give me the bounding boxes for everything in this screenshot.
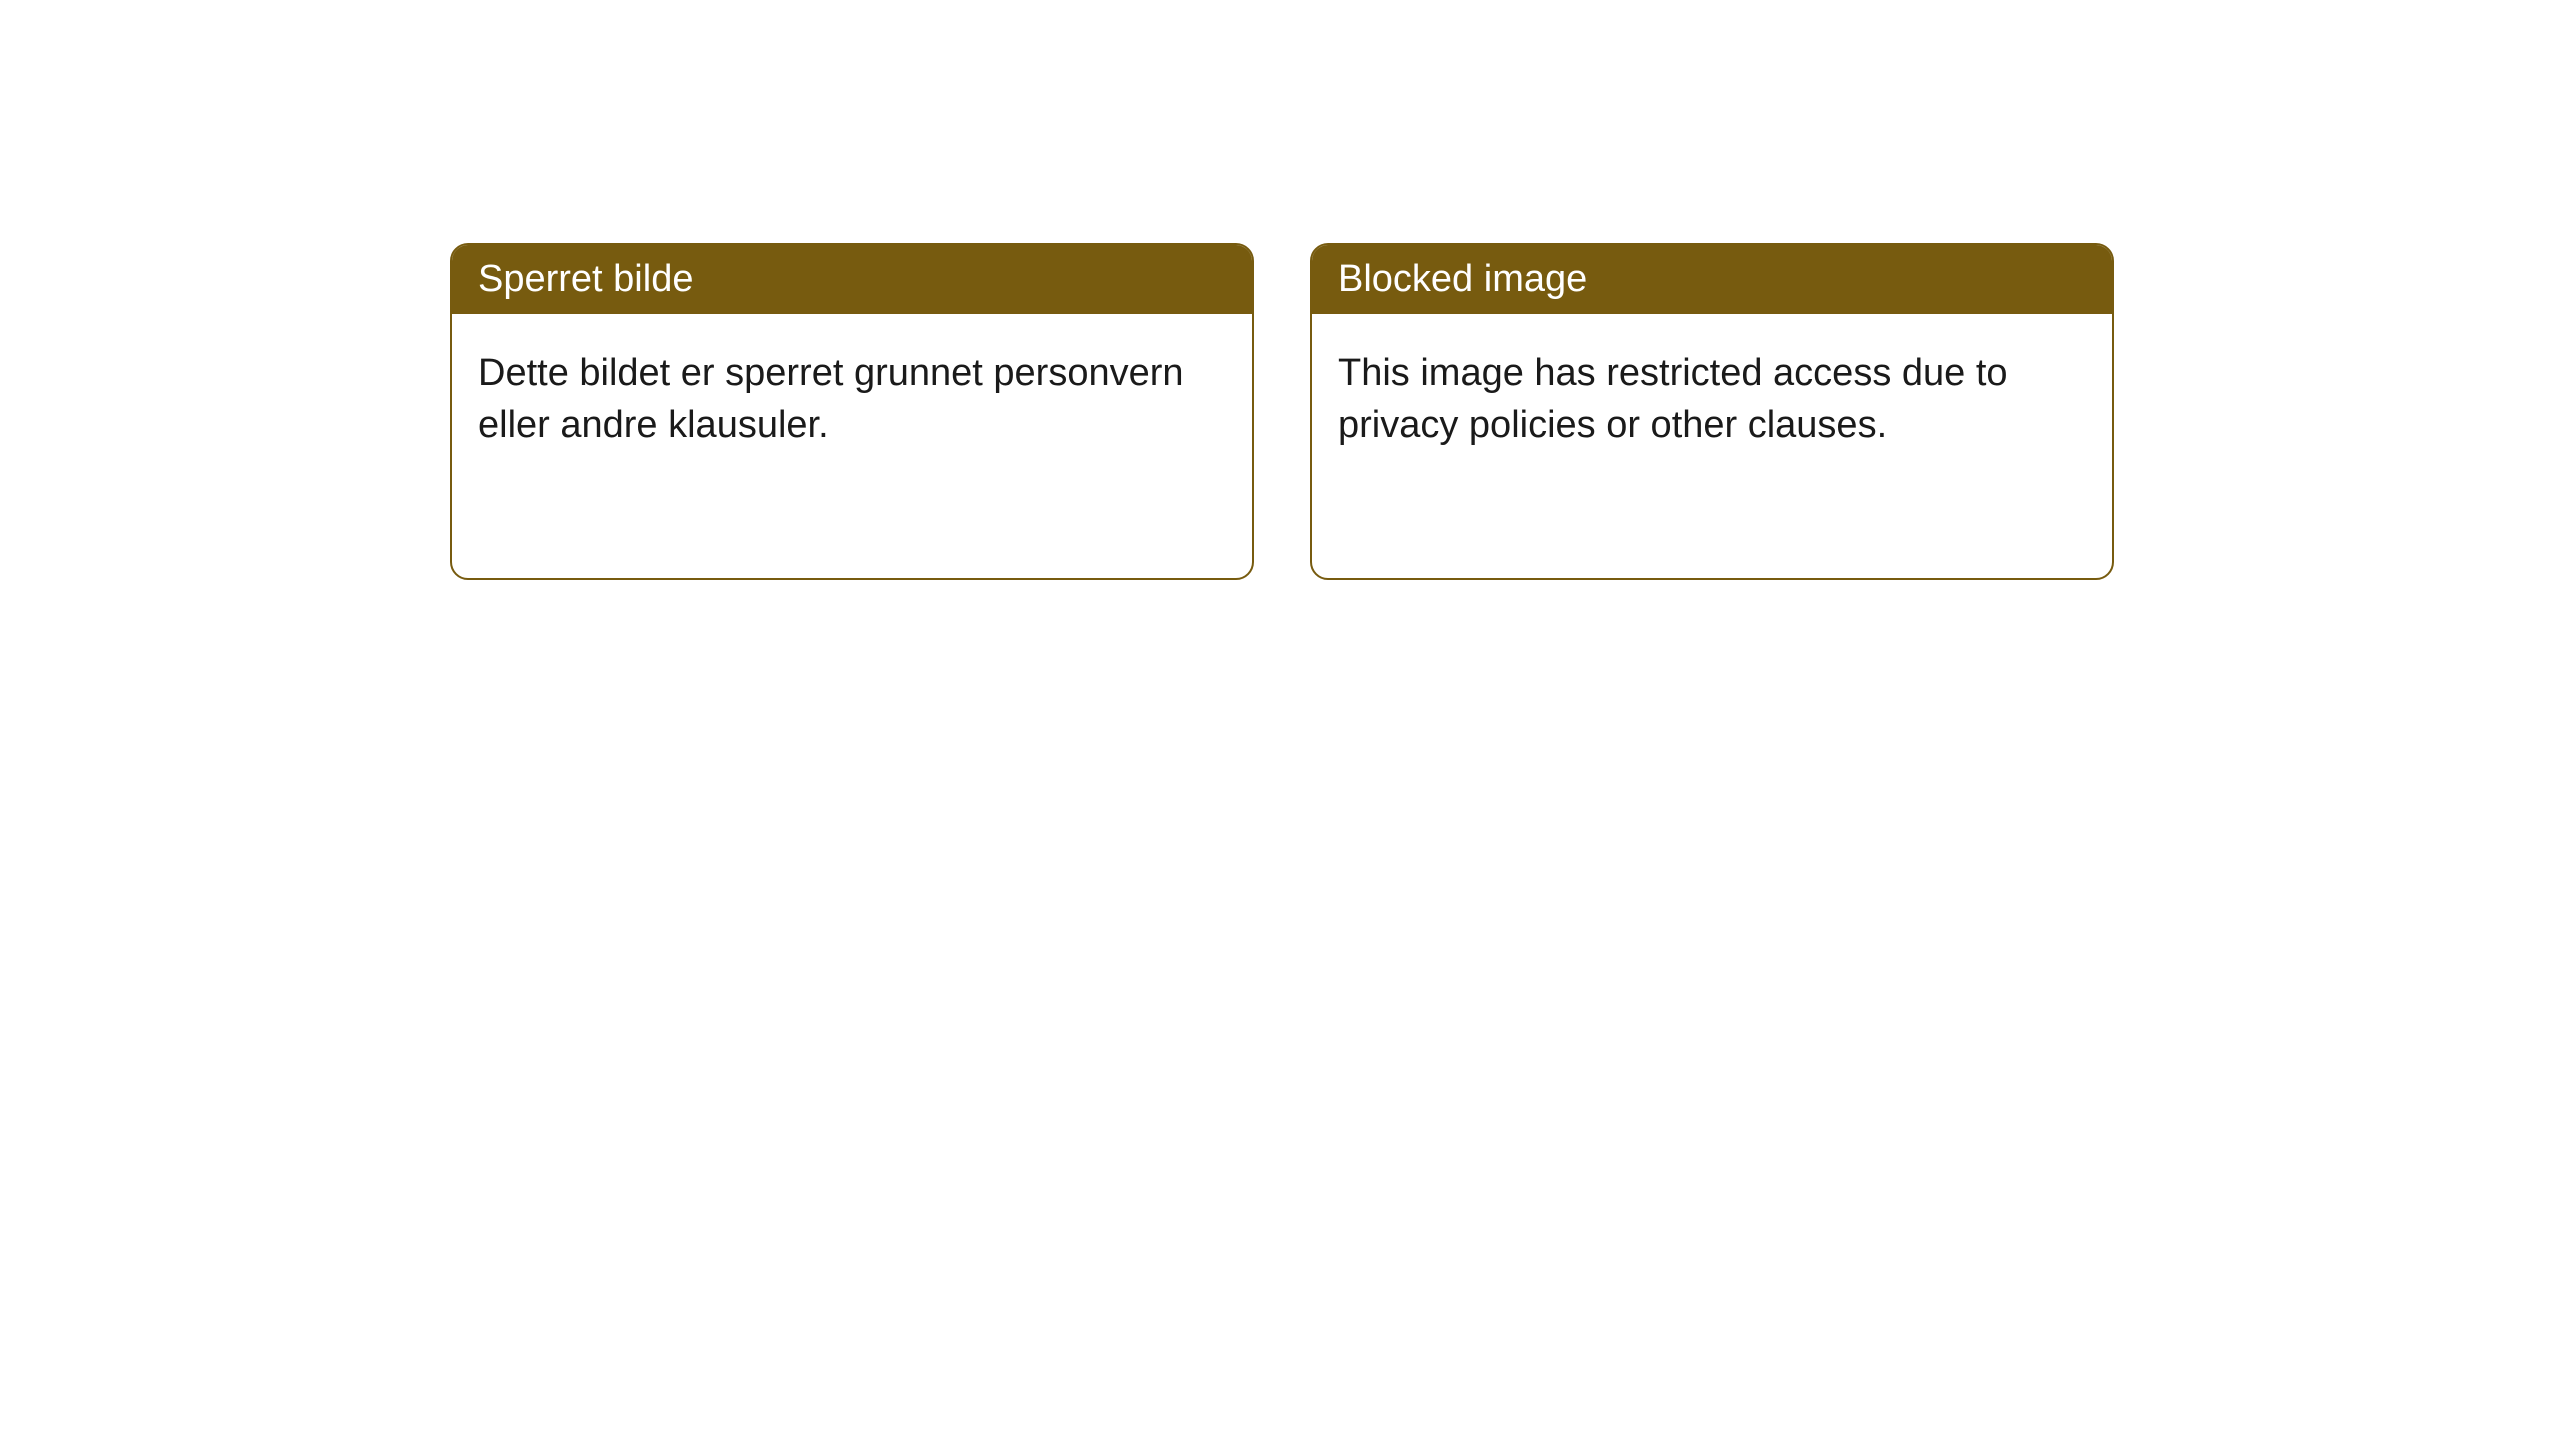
notice-body-english: This image has restricted access due to … xyxy=(1312,314,2112,485)
notice-header-english: Blocked image xyxy=(1312,245,2112,314)
notice-body-norwegian: Dette bildet er sperret grunnet personve… xyxy=(452,314,1252,485)
notice-card-english: Blocked image This image has restricted … xyxy=(1310,243,2114,580)
notice-card-norwegian: Sperret bilde Dette bildet er sperret gr… xyxy=(450,243,1254,580)
notice-header-norwegian: Sperret bilde xyxy=(452,245,1252,314)
notice-container: Sperret bilde Dette bildet er sperret gr… xyxy=(450,243,2114,580)
